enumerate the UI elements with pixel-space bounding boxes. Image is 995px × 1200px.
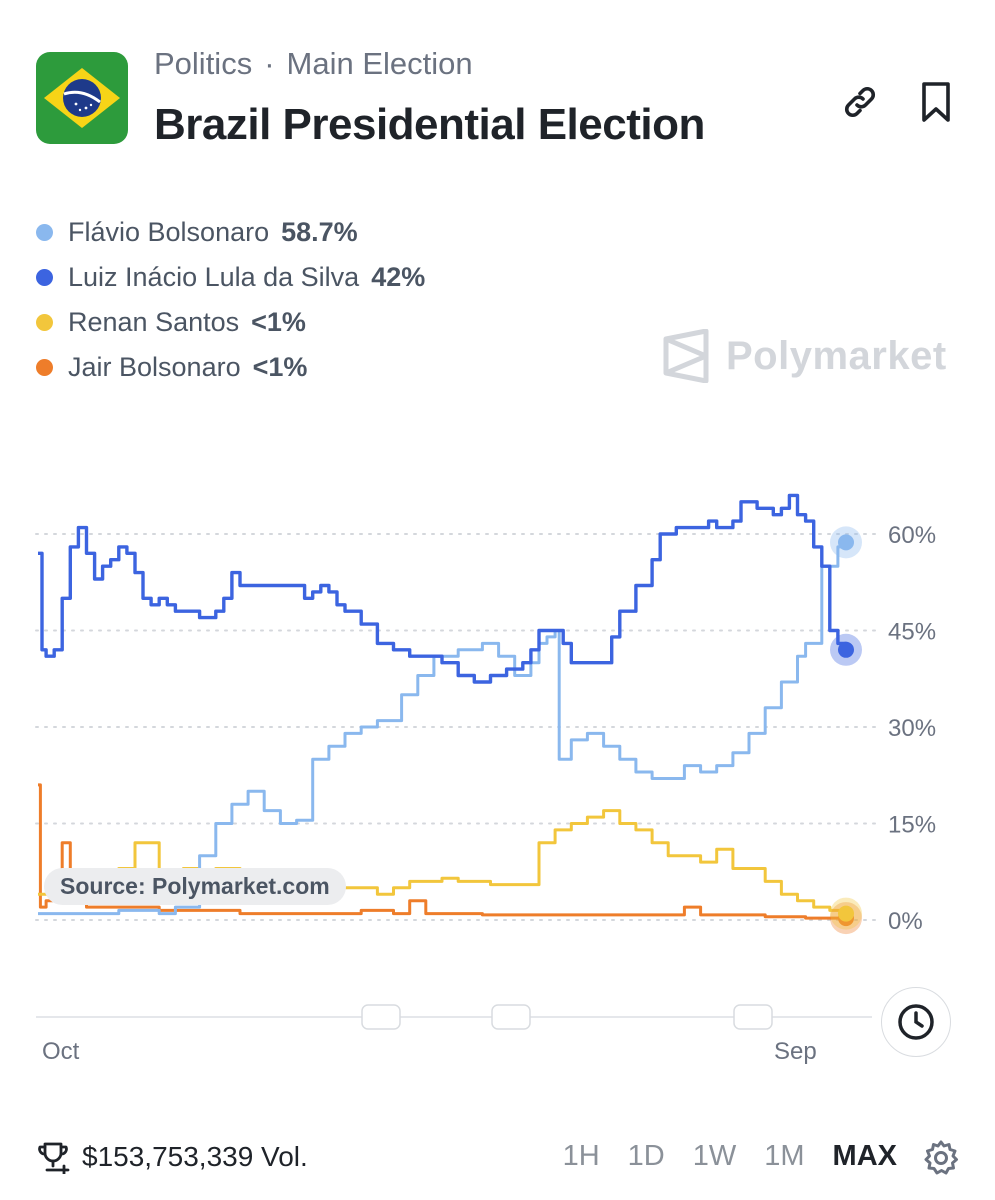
subcategory-link[interactable]: Main Election [286, 46, 473, 81]
y-tick-label: 45% [888, 619, 936, 646]
category-link[interactable]: Politics [154, 46, 253, 81]
legend-item[interactable]: Renan Santos <1% [36, 300, 425, 345]
volume-value: $153,753,339 Vol. [82, 1141, 308, 1172]
history-button[interactable] [881, 987, 951, 1057]
price-chart[interactable]: 0% 15% 30% 45% 60% Oct Sep [0, 470, 995, 1100]
volume: $153,753,339 Vol. [36, 1140, 308, 1174]
trophy-icon [38, 1142, 70, 1174]
source-label: Source: Polymarket.com [44, 868, 346, 905]
series-line-1 [38, 493, 848, 684]
legend-item[interactable]: Jair Bolsonaro <1% [36, 345, 425, 390]
gear-icon [924, 1140, 958, 1175]
breadcrumb-separator: · [264, 46, 275, 81]
chart-grid [35, 533, 876, 921]
y-tick-label: 30% [888, 715, 936, 742]
legend-dot [36, 269, 53, 286]
legend-dot [36, 359, 53, 376]
range-1w[interactable]: 1W [692, 1140, 737, 1172]
copy-link-button[interactable] [836, 78, 884, 126]
series-end-dot [838, 641, 854, 658]
chart-footer: $153,753,339 Vol. 1H 1D 1W 1M MAX [36, 1132, 961, 1186]
chart-legend: Flávio Bolsonaro 58.7% Luiz Inácio Lula … [36, 210, 425, 390]
y-tick-label: 15% [888, 812, 936, 839]
legend-name: Flávio Bolsonaro [68, 217, 270, 247]
series-line-0 [38, 542, 848, 916]
series-end-dot [838, 905, 854, 922]
legend-value: <1% [251, 307, 306, 337]
legend-name: Jair Bolsonaro [68, 352, 241, 382]
brazil-flag-icon [36, 52, 128, 144]
legend-name: Luiz Inácio Lula da Silva [68, 262, 360, 292]
timeline-handle [491, 1004, 531, 1030]
chart-end-markers [830, 526, 862, 935]
x-tick-label: Oct [42, 1038, 80, 1065]
chart-settings-button[interactable] [921, 1138, 961, 1178]
polymarket-watermark: Polymarket [662, 328, 947, 384]
market-header: Politics · Main Election Brazil Presidenti… [36, 46, 961, 152]
timeline-handle [361, 1004, 401, 1030]
series-line-3 [38, 783, 846, 920]
legend-item[interactable]: Luiz Inácio Lula da Silva 42% [36, 255, 425, 300]
legend-value: 58.7% [281, 217, 358, 247]
range-1m[interactable]: 1M [764, 1140, 805, 1172]
polymarket-logo-icon [663, 329, 709, 383]
x-tick-label: Sep [774, 1038, 817, 1065]
time-range-tabs: 1H 1D 1W 1M MAX [563, 1140, 897, 1173]
chart-series [38, 493, 848, 920]
bookmark-button[interactable] [912, 78, 960, 126]
legend-value: 42% [371, 262, 426, 292]
link-icon [845, 87, 875, 117]
y-axis: 0% 15% 30% 45% 60% [888, 522, 936, 935]
range-1h[interactable]: 1H [562, 1140, 600, 1172]
legend-dot [36, 224, 53, 241]
page-title: Brazil Presidential Election [154, 100, 705, 149]
legend-item[interactable]: Flávio Bolsonaro 58.7% [36, 210, 425, 255]
clock-icon [898, 1004, 934, 1040]
legend-value: <1% [252, 352, 308, 382]
bookmark-icon [922, 82, 950, 122]
legend-name: Renan Santos [68, 307, 240, 337]
series-end-dot [838, 534, 854, 551]
breadcrumb: Politics · Main Election [154, 46, 473, 82]
legend-dot [36, 314, 53, 331]
y-tick-label: 0% [888, 908, 923, 935]
brand-name: Polymarket [726, 333, 947, 378]
y-tick-label: 60% [888, 522, 936, 549]
timeline-handle [733, 1004, 773, 1030]
range-1d[interactable]: 1D [627, 1140, 665, 1172]
range-max[interactable]: MAX [832, 1140, 897, 1172]
